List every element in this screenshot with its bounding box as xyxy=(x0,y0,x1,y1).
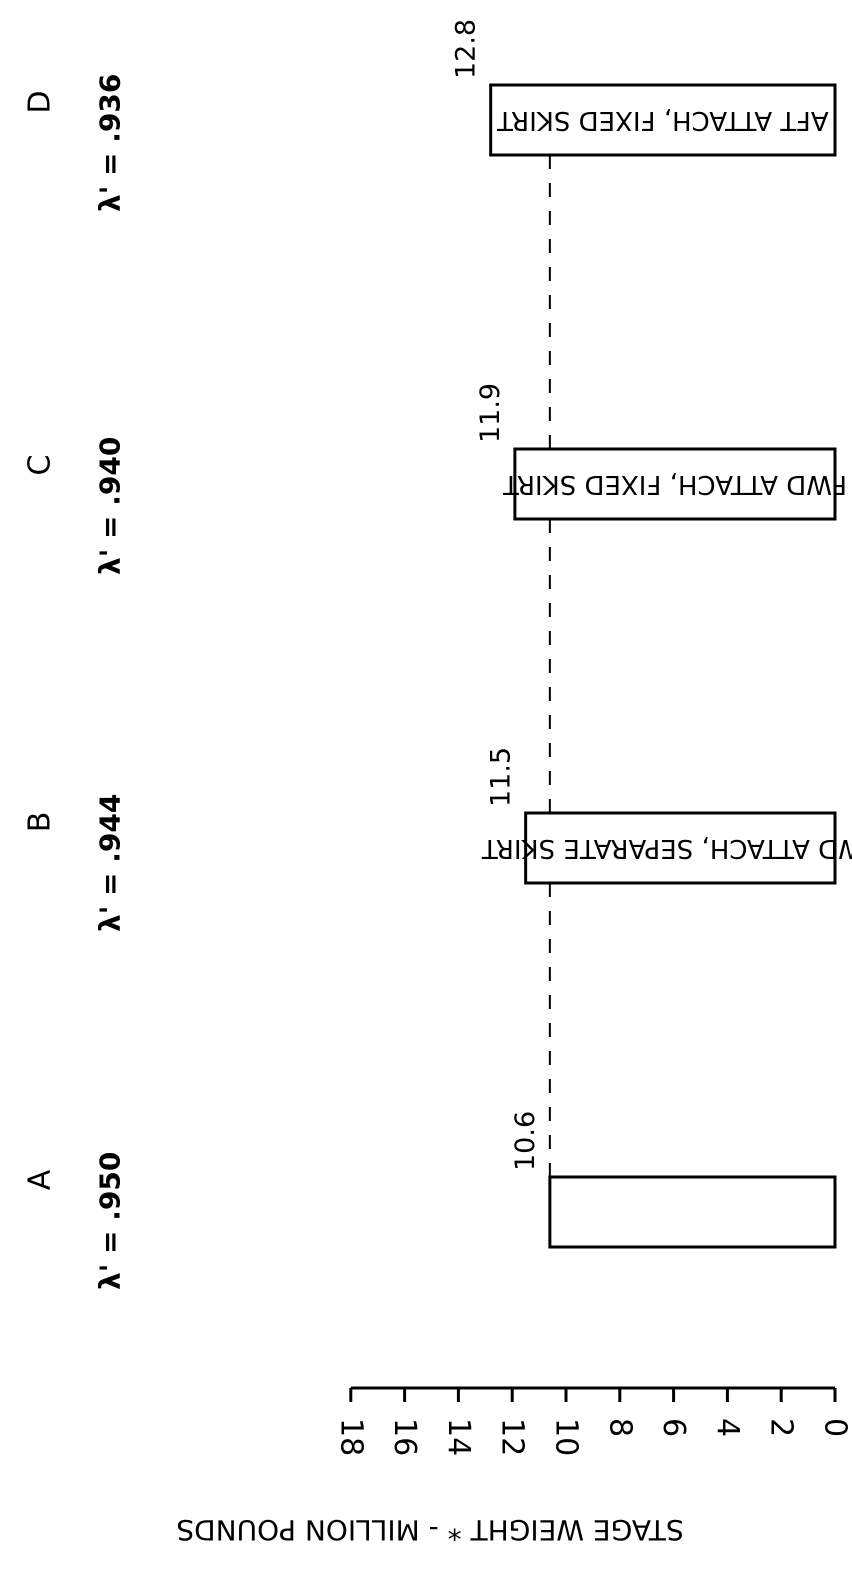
axis-tick-label: 10 xyxy=(549,1418,584,1456)
axis-tick-label: 2 xyxy=(764,1418,799,1437)
axis-tick-label: 18 xyxy=(333,1418,368,1456)
category-label-A: A xyxy=(23,1169,58,1190)
category-label-C: C xyxy=(23,455,58,476)
axis-tick-label: 12 xyxy=(495,1418,530,1456)
bar-B xyxy=(524,811,837,885)
lambda-label-C: λ' = .940 xyxy=(94,437,127,575)
bar-C xyxy=(513,447,837,521)
axis-tick-label: 6 xyxy=(656,1418,691,1437)
lambda-label-A: λ' = .950 xyxy=(94,1152,127,1290)
value-label-B: 11.5 xyxy=(486,747,517,807)
category-label-B: B xyxy=(23,812,58,833)
bar-text-D: AFT ATTACH, FIXED SKIRT xyxy=(497,105,829,135)
value-label-D: 12.8 xyxy=(451,19,482,79)
axis-tick-label: 4 xyxy=(710,1418,745,1437)
label-layer: 10.6 11.5 11.9 12.8 A λ' = .950 B λ' = .944 C λ' … xyxy=(23,19,541,1290)
lambda-label-B: λ' = .944 xyxy=(94,794,127,932)
axis-tick-label: 8 xyxy=(602,1418,637,1437)
category-label-D: D xyxy=(23,90,58,113)
axis-tick-label: 14 xyxy=(441,1418,476,1456)
axis-tick-label: 0 xyxy=(818,1418,852,1437)
bar-text-B: FWD ATTACH, SEPARATE SKIRT xyxy=(482,833,852,863)
axis-title: STAGE WEIGHT * - MILLION POUNDS xyxy=(176,1514,683,1547)
bar-layer: FWD ATTACH, SEPARATE SKIRT FWD ATTACH, FI… xyxy=(482,83,852,1249)
value-label-A: 10.6 xyxy=(510,1111,541,1171)
bar-A xyxy=(548,1175,837,1249)
axis-tick-label: 16 xyxy=(387,1418,422,1456)
bar-D xyxy=(489,83,837,157)
lambda-label-D: λ' = .936 xyxy=(94,74,127,212)
bar-text-C: FWD ATTACH, FIXED SKIRT xyxy=(503,469,847,499)
value-label-C: 11.9 xyxy=(475,383,506,443)
